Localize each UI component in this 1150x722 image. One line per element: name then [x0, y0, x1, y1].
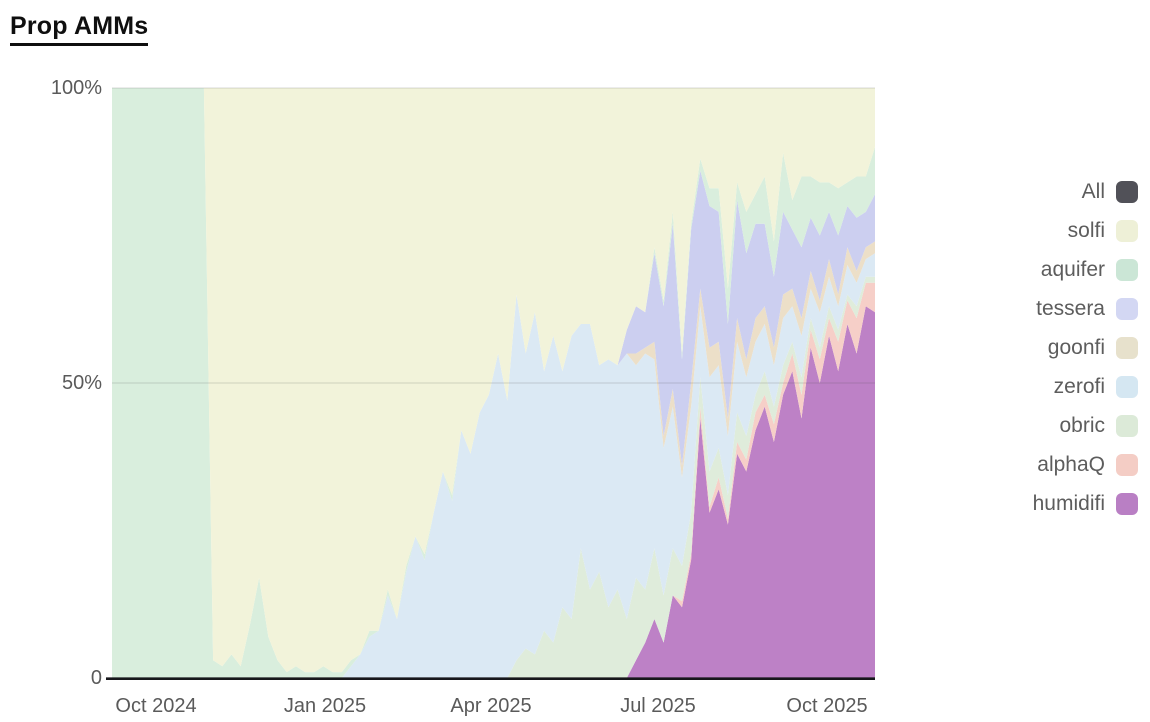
y-tick-0: 0 [90, 667, 102, 689]
legend-item-tessera[interactable]: tessera [1033, 289, 1138, 328]
legend-swatch [1116, 375, 1138, 398]
legend-item-alphaq[interactable]: alphaQ [1033, 445, 1138, 484]
legend-item-obric[interactable]: obric [1033, 406, 1138, 445]
legend-label: All [1081, 179, 1105, 203]
page-title: Prop AMMs [10, 12, 149, 46]
legend-label: zerofi [1053, 374, 1105, 398]
legend-swatch [1116, 258, 1138, 281]
legend-label: obric [1059, 413, 1105, 437]
legend-item-zerofi[interactable]: zerofi [1033, 367, 1138, 406]
legend-item-goonfi[interactable]: goonfi [1033, 328, 1138, 367]
area-obric [112, 276, 875, 678]
legend-swatch [1116, 219, 1138, 242]
legend-swatch [1116, 414, 1138, 437]
legend-label: tessera [1036, 296, 1105, 320]
legend-label: humidifi [1032, 491, 1105, 515]
x-tick-jan-2025: Jan 2025 [283, 695, 367, 717]
x-tick-oct-2025: Oct 2025 [786, 695, 868, 717]
legend-item-all[interactable]: All [1033, 172, 1138, 211]
legend-item-humidifi[interactable]: humidifi [1033, 484, 1138, 523]
x-tick-apr-2025: Apr 2025 [450, 695, 532, 717]
legend-label: solfi [1067, 218, 1105, 242]
legend-swatch [1116, 297, 1138, 320]
y-tick-100: 100% [50, 77, 102, 99]
legend-label: alphaQ [1037, 452, 1105, 476]
legend-label: goonfi [1047, 335, 1105, 359]
area-solfi [112, 88, 875, 673]
legend-swatch [1116, 453, 1138, 476]
chart-legend: All solfi aquifer tessera goonfi zerofi … [1033, 172, 1138, 523]
legend-swatch [1116, 336, 1138, 359]
legend-label: aquifer [1040, 257, 1105, 281]
legend-swatch [1116, 492, 1138, 515]
legend-swatch [1116, 180, 1138, 203]
x-tick-oct-2024: Oct 2024 [115, 695, 197, 717]
area-humidifi [112, 306, 875, 678]
legend-item-aquifer[interactable]: aquifer [1033, 250, 1138, 289]
x-tick-jul-2025: Jul 2025 [620, 695, 696, 717]
area-zerofi [112, 253, 875, 678]
legend-item-solfi[interactable]: solfi [1033, 211, 1138, 250]
area-aquifer [112, 88, 875, 678]
y-tick-50: 50% [61, 372, 102, 394]
